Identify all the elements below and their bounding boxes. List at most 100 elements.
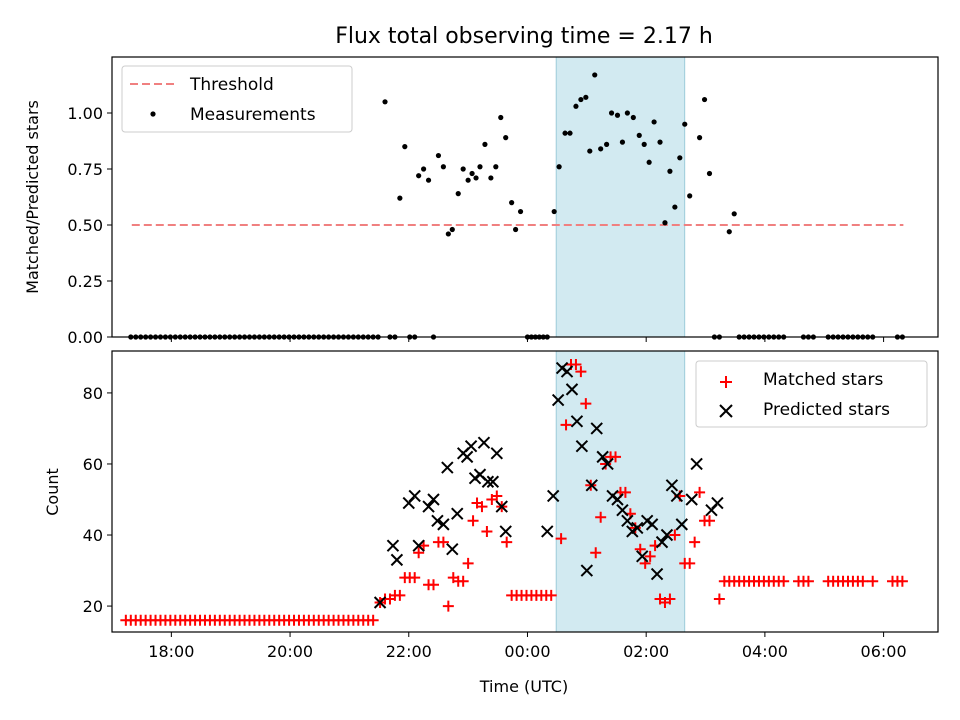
y-axis-label: Matched/Predicted stars (23, 100, 42, 294)
x-tick-label: 02:00 (623, 642, 669, 661)
predicted-star-point (631, 521, 644, 535)
matched-star-point (610, 451, 622, 463)
top-panel: Flux total observing time = 2.17 h 0.000… (23, 24, 939, 347)
measurement-point (604, 141, 610, 147)
measurement-point (473, 175, 479, 181)
measurement-point (677, 155, 683, 161)
matched-star-point (689, 536, 701, 548)
matched-star-point (664, 593, 676, 605)
matched-star-point (590, 547, 602, 559)
measurement-point (726, 229, 732, 235)
predicted-star-point (645, 518, 659, 531)
predicted-star-point (616, 503, 629, 517)
x-tick-label: 20:00 (267, 642, 313, 661)
y-axis-ticks: 20 40 60 80 (83, 384, 112, 616)
predicted-star-point (546, 489, 560, 503)
predicted-star-point (408, 489, 421, 503)
observing-window-span (555, 56, 686, 338)
measurement-point (587, 148, 593, 154)
measurement-point (455, 191, 461, 197)
measurement-point (449, 226, 455, 233)
measurement-point (509, 200, 515, 206)
predicted-star-point (675, 518, 688, 531)
legend: Threshold Measurements (121, 65, 353, 133)
measurement-point (646, 159, 652, 165)
predicted-star-point (711, 496, 724, 510)
predicted-star-point (670, 489, 684, 503)
predicted-star-point (575, 439, 589, 453)
measurement-point (687, 193, 693, 199)
measurement-point (556, 164, 562, 170)
predicted-star-point (690, 457, 703, 471)
x-tick-label: 18:00 (148, 642, 194, 661)
legend: Matched stars Predicted stars (695, 360, 928, 428)
matched-star-point (427, 579, 439, 591)
x-tick-label: 22:00 (386, 642, 432, 661)
measurement-point (493, 164, 499, 170)
predicted-star-point (460, 450, 474, 464)
legend-predicted-label: Predicted stars (763, 400, 890, 420)
legend-matched-swatch (720, 376, 732, 388)
x-tick-label: 06:00 (861, 642, 907, 661)
matched-star-point (867, 575, 879, 587)
predicted-star-point (601, 457, 614, 471)
measurement-point (619, 139, 626, 145)
y-tick-label: 80 (83, 384, 103, 403)
matched-star-point (694, 486, 706, 498)
predicted-star-point (437, 518, 450, 531)
measurement-point (421, 166, 427, 172)
matched-star-point (560, 419, 572, 431)
matched-star-point (778, 575, 790, 587)
measurement-point (477, 164, 483, 170)
matched-stars-points (120, 358, 908, 626)
matched-star-point (545, 589, 557, 601)
matched-star-point (442, 600, 454, 612)
predicted-star-point (499, 525, 512, 538)
predicted-star-point (464, 439, 478, 453)
measurement-point (416, 173, 422, 179)
predicted-star-point (570, 415, 584, 428)
measurement-point (382, 99, 388, 105)
predicted-star-point (490, 447, 504, 460)
predicted-star-point (685, 493, 698, 506)
predicted-star-point (495, 500, 508, 513)
predicted-star-point (446, 543, 459, 556)
predicted-star-point (585, 479, 598, 492)
predicted-star-point (551, 393, 565, 407)
legend-predicted-swatch (719, 404, 733, 418)
matched-star-point (457, 575, 469, 587)
predicted-star-point (486, 475, 500, 488)
x-axis-ticks: 18:00 20:00 22:00 00:00 02:00 04:00 06:00 (148, 632, 907, 661)
predicted-star-point (665, 479, 679, 492)
y-tick-label: 40 (83, 526, 103, 545)
measurement-point (614, 112, 621, 118)
legend-matched-label: Matched stars (763, 370, 883, 390)
matched-star-point (413, 547, 425, 559)
predicted-star-point (441, 461, 454, 474)
measurement-point (498, 114, 504, 121)
y-axis-ticks: 0.00 0.25 0.50 0.75 1.00 (67, 104, 112, 347)
measurement-point (608, 110, 615, 116)
measurement-point (667, 168, 673, 174)
chart-title: Flux total observing time = 2.17 h (335, 24, 713, 49)
matched-star-point (467, 515, 479, 527)
y-tick-label: 1.00 (67, 104, 103, 123)
matched-star-point (896, 575, 908, 587)
x-tick-label: 00:00 (504, 642, 550, 661)
measurement-point (460, 166, 466, 172)
predicted-star-point (477, 436, 491, 449)
y-tick-label: 20 (83, 597, 103, 616)
predicted-star-point (412, 539, 425, 552)
measurement-point (445, 231, 451, 237)
measurement-point (435, 152, 442, 159)
y-axis-label: Count (43, 468, 62, 516)
plot-frame (111, 350, 939, 633)
x-axis-label: Time (UTC) (479, 677, 568, 696)
matched-star-point (394, 589, 406, 601)
legend-box (695, 360, 928, 428)
matched-star-point (491, 490, 503, 502)
measurement-point (641, 141, 647, 147)
measurement-point (440, 164, 446, 170)
matched-star-point (713, 593, 725, 605)
legend-box (121, 65, 353, 133)
